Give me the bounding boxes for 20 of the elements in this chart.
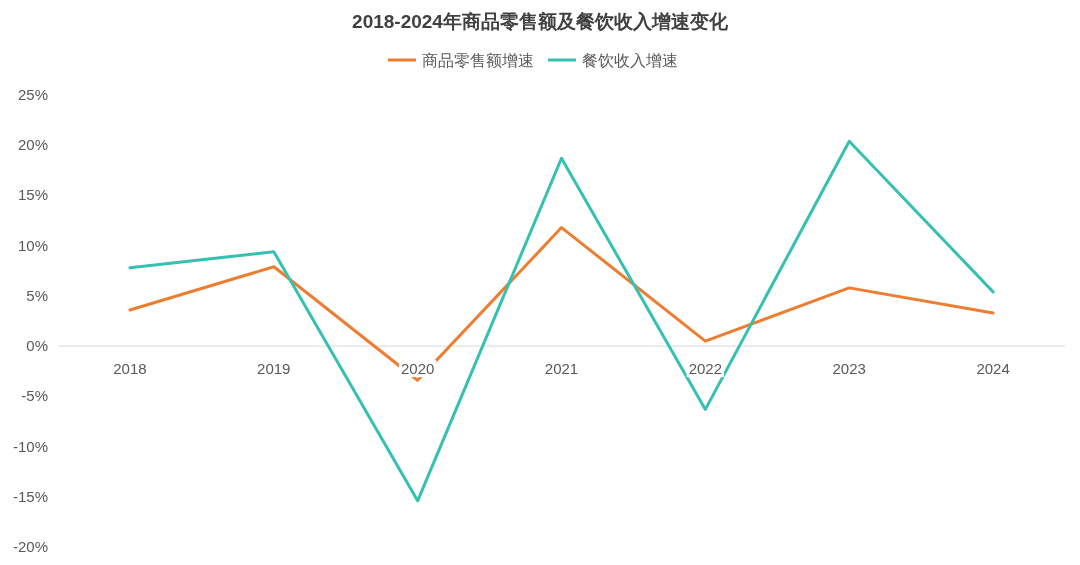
y-tick-label: 10% — [17, 236, 48, 254]
y-tick-label: -10% — [12, 437, 48, 455]
x-tick-label: 2020 — [400, 360, 435, 378]
y-tick-label: 0% — [26, 337, 48, 355]
y-tick-label: 5% — [26, 286, 48, 304]
y-tick-label: -5% — [21, 387, 48, 405]
y-tick-label: 25% — [17, 86, 48, 103]
y-tick-label: -20% — [12, 538, 48, 555]
x-tick-label: 2023 — [832, 360, 866, 378]
legend-label: 商品零售额增速 — [422, 52, 534, 69]
y-tick-label: 20% — [17, 136, 48, 154]
x-tick-label: 2022 — [688, 360, 723, 378]
y-tick-label: -15% — [12, 487, 48, 505]
chart-title: 2018-2024年商品零售额及餐饮收入增速变化 — [352, 11, 729, 32]
legend-label: 餐饮收入增速 — [582, 52, 678, 69]
x-tick-label: 2019 — [257, 360, 291, 378]
x-tick-label: 2024 — [976, 360, 1010, 378]
x-tick-label: 2018 — [113, 360, 147, 378]
y-tick-label: 15% — [17, 186, 48, 204]
x-tick-label: 2021 — [544, 360, 579, 378]
